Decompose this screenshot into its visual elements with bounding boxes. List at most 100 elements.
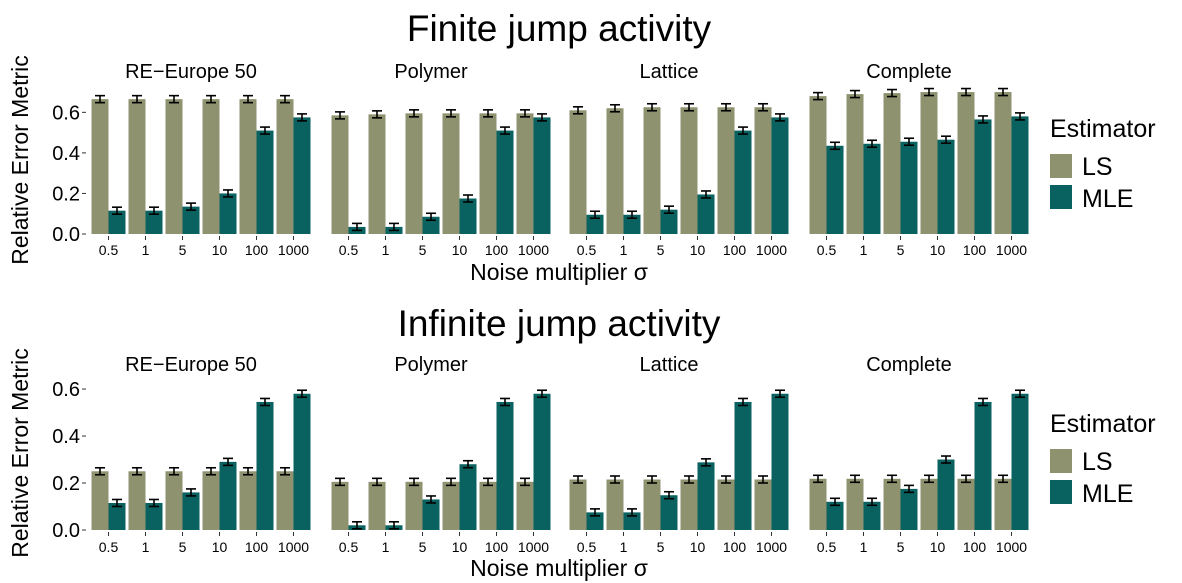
error-bar <box>537 113 547 122</box>
facet-label: RE−Europe 50 <box>125 61 257 83</box>
x-tick-label: 1000 <box>756 539 787 555</box>
x-tick-label: 100 <box>723 539 747 555</box>
x-tick-label: 1 <box>620 539 628 555</box>
legend-1-mle-label: MLE <box>1082 185 1133 213</box>
error-bar <box>1015 112 1025 121</box>
bar-mle <box>623 512 641 530</box>
x-tick-label: 1 <box>382 539 390 555</box>
error-bar <box>409 109 419 118</box>
x-tick-label: 0.5 <box>339 242 359 258</box>
bar-mle <box>293 393 311 530</box>
error-bar <box>813 91 823 101</box>
bar-mle <box>422 499 440 530</box>
x-tick-label: 100 <box>723 242 747 258</box>
bar-mle <box>256 401 274 530</box>
facet-label: RE−Europe 50 <box>125 354 257 376</box>
legend-2-mle-swatch <box>1050 480 1072 504</box>
panel-finite: 0.0 0.2 0.4 0.6 RE−Europe 50 0.5 1 5 10 100 1000 Po… <box>52 61 1029 258</box>
bar-mle <box>145 502 163 530</box>
bar-ls <box>754 107 772 234</box>
error-bar <box>887 474 897 484</box>
bar-mle <box>937 139 955 234</box>
bar-mle <box>1011 393 1029 530</box>
bar-ls <box>239 99 257 235</box>
error-bar <box>280 466 290 476</box>
bar-ls <box>331 481 349 530</box>
bar-ls <box>276 99 294 235</box>
x-tick-label: 100 <box>245 539 269 555</box>
error-bar <box>500 126 510 135</box>
x-tick-label: 10 <box>690 242 706 258</box>
facet-label: Polymer <box>394 61 468 83</box>
error-bar <box>112 206 122 215</box>
x-tick-label: 0.5 <box>577 242 597 258</box>
x-tick-label: 5 <box>897 242 905 258</box>
error-bar <box>978 397 988 407</box>
error-bar <box>887 88 897 98</box>
bar-ls <box>994 92 1012 234</box>
bar-mle <box>496 130 514 234</box>
bar-ls <box>809 478 827 530</box>
bar-mle <box>108 502 126 530</box>
error-bar <box>409 477 419 487</box>
bar-mle <box>697 194 715 234</box>
bar-ls <box>883 93 901 234</box>
bar-ls <box>643 479 661 530</box>
error-bar <box>830 141 840 151</box>
legend-2-ls-label: LS <box>1082 448 1113 476</box>
panel-2-ylabel: Relative Error Metric <box>7 348 33 558</box>
facet-label: Lattice <box>640 354 699 376</box>
bar-ls <box>957 478 975 530</box>
bar-ls <box>569 479 587 530</box>
error-bar <box>758 102 768 112</box>
x-tick-label: 0.5 <box>339 539 359 555</box>
error-bar <box>590 210 600 220</box>
error-bar <box>169 466 179 476</box>
x-tick-label: 10 <box>212 539 228 555</box>
x-tick-label: 5 <box>179 242 187 258</box>
error-bar <box>647 475 657 484</box>
x-tick-label: 0.5 <box>817 242 837 258</box>
x-tick-label: 1000 <box>996 539 1027 555</box>
bar-mle <box>900 141 918 234</box>
bar-mle <box>660 495 678 530</box>
facet-label: Lattice <box>640 61 699 83</box>
x-tick-label: 10 <box>930 242 946 258</box>
error-bar <box>149 206 159 215</box>
x-tick-label: 1 <box>142 539 150 555</box>
facet-label: Complete <box>866 61 952 83</box>
error-bar <box>610 475 620 484</box>
x-tick-label: 1000 <box>278 242 309 258</box>
x-tick-label: 100 <box>245 242 269 258</box>
bar-mle <box>660 209 678 234</box>
error-bar <box>206 94 216 104</box>
panel-2-xlabel: Noise multiplier σ <box>470 555 648 581</box>
legend-1-title: Estimator <box>1050 115 1156 143</box>
bar-ls <box>202 471 220 530</box>
error-bar <box>738 397 748 407</box>
error-bar <box>297 113 307 122</box>
x-tick-label: 100 <box>485 539 509 555</box>
x-tick-label: 0.5 <box>99 242 119 258</box>
x-tick-label: 5 <box>657 539 665 555</box>
y-tick-label: 0.2 <box>52 183 80 205</box>
bar-ls <box>717 479 735 530</box>
error-bar <box>867 497 877 507</box>
x-tick-label: 5 <box>419 242 427 258</box>
bar-mle <box>1011 116 1029 234</box>
bar-ls <box>91 99 109 235</box>
bar-mle <box>974 401 992 530</box>
bar-mle <box>586 214 604 234</box>
error-bar <box>721 102 731 112</box>
error-bar <box>664 205 674 214</box>
error-bar <box>372 110 382 119</box>
error-bar <box>610 103 620 113</box>
bar-mle <box>182 206 200 234</box>
bar-ls <box>717 107 735 234</box>
bar-ls <box>920 92 938 234</box>
legend-1-mle-swatch <box>1050 185 1072 209</box>
y-tick-label: 0.2 <box>52 473 80 495</box>
bar-mle <box>256 130 274 234</box>
bar-mle <box>826 145 844 234</box>
error-bar <box>998 87 1008 97</box>
